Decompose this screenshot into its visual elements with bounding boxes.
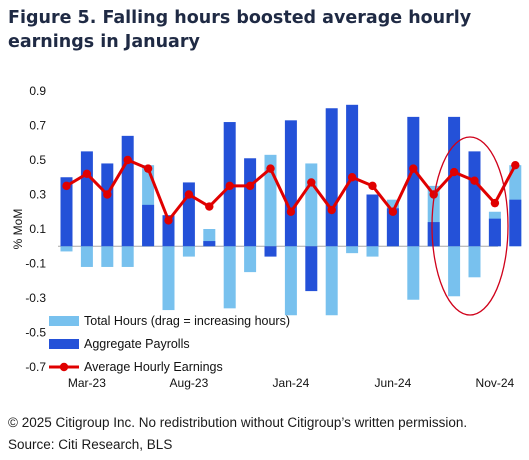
aggregate-payrolls-bars — [60, 104, 522, 292]
aggregate-payrolls-bar — [386, 208, 399, 247]
average-hourly-earnings-point — [368, 181, 377, 191]
legend-label-average-hourly-earnings: Average Hourly Earnings — [84, 360, 223, 374]
average-hourly-earnings-point — [184, 190, 194, 199]
legend-label-total-hours: Total Hours (drag = increasing hours) — [84, 314, 290, 328]
x-tick-label: Mar-23 — [68, 376, 106, 390]
average-hourly-earnings-point — [266, 164, 275, 173]
highlight-group — [431, 136, 509, 316]
aggregate-payrolls-bar — [60, 177, 73, 247]
total-hours-bar — [468, 246, 481, 278]
average-hourly-earnings-point — [388, 207, 398, 216]
average-hourly-earnings-point — [347, 173, 357, 182]
legend: Total Hours (drag = increasing hours) Agg… — [49, 314, 290, 374]
average-hourly-earnings-point — [143, 164, 153, 173]
total-hours-bar — [60, 246, 73, 252]
legend-swatch-aggregate-payrolls — [49, 339, 79, 349]
average-hourly-earnings-point — [409, 164, 418, 173]
y-axis: -0.7 -0.5 -0.3 -0.1 0.1 0.3 0.5 0.7 0.9 — [25, 84, 46, 374]
average-hourly-earnings-point — [123, 155, 132, 165]
legend-swatch-total-hours — [49, 316, 79, 326]
aggregate-payrolls-bar — [468, 151, 481, 247]
aggregate-payrolls-bar — [244, 158, 257, 247]
average-hourly-earnings-point — [103, 190, 112, 199]
highlight-ellipse — [431, 136, 509, 316]
aggregate-payrolls-bar — [101, 163, 114, 247]
average-hourly-earnings-point — [62, 181, 71, 191]
aggregate-payrolls-bar — [448, 116, 461, 247]
aggregate-payrolls-bar — [264, 246, 277, 257]
chart-title: Figure 5. Falling hours boosted average … — [8, 8, 472, 52]
chart: -0.7 -0.5 -0.3 -0.1 0.1 0.3 0.5 0.7 0.9 % MoM Ma… — [11, 84, 522, 390]
total-hours-bar — [223, 246, 236, 309]
average-hourly-earnings-point — [225, 181, 234, 191]
total-hours-bar — [162, 246, 175, 311]
average-hourly-earnings-point — [511, 160, 520, 170]
y-tick-label: -0.1 — [25, 257, 46, 271]
average-hourly-earnings-point — [449, 167, 459, 177]
x-tick-label: Nov-24 — [476, 376, 515, 390]
aggregate-payrolls-bar — [509, 199, 522, 247]
y-tick-label: 0.1 — [29, 222, 46, 236]
legend-label-aggregate-payrolls: Aggregate Payrolls — [84, 337, 190, 351]
copyright-note: © 2025 Citigroup Inc. No redistribution … — [8, 415, 468, 430]
total-hours-bar — [80, 246, 93, 267]
total-hours-bar — [284, 246, 297, 316]
total-hours-bar — [244, 246, 257, 273]
average-hourly-earnings-point — [490, 198, 500, 208]
aggregate-payrolls-bar — [142, 204, 155, 247]
aggregate-payrolls-bar — [366, 194, 379, 247]
y-tick-label: 0.9 — [29, 84, 46, 98]
legend-marker-average-hourly-earnings — [59, 362, 69, 372]
average-hourly-earnings-series — [62, 155, 520, 225]
y-tick-label: -0.5 — [25, 326, 46, 340]
total-hours-bar — [325, 246, 338, 316]
y-axis-label: % MoM — [11, 209, 25, 250]
aggregate-payrolls-bar — [80, 151, 93, 247]
average-hourly-earnings-point — [245, 181, 255, 191]
average-hourly-earnings-point — [82, 169, 92, 178]
aggregate-payrolls-bar — [121, 135, 134, 247]
y-tick-label: 0.3 — [29, 188, 46, 202]
average-hourly-earnings-point — [286, 207, 296, 216]
total-hours-bar — [121, 246, 134, 267]
total-hours-bar — [101, 246, 114, 267]
aggregate-payrolls-bar — [488, 218, 501, 247]
aggregate-payrolls-bar — [407, 116, 420, 247]
y-tick-label: 0.7 — [29, 119, 46, 133]
aggregate-payrolls-bar — [427, 222, 440, 247]
y-tick-label: -0.3 — [25, 291, 46, 305]
average-hourly-earnings-point — [470, 176, 479, 185]
aggregate-payrolls-bar — [325, 108, 338, 247]
y-tick-label: -0.7 — [25, 360, 46, 374]
average-hourly-earnings-point — [205, 202, 214, 211]
x-tick-label: Jan-24 — [273, 376, 310, 390]
average-hourly-earnings-point — [164, 216, 173, 225]
x-tick-label: Jun-24 — [375, 376, 412, 390]
x-tick-label: Aug-23 — [170, 376, 209, 390]
total-hours-bar — [305, 163, 318, 247]
aggregate-payrolls-bar — [203, 241, 216, 247]
y-tick-label: 0.5 — [29, 153, 46, 167]
aggregate-payrolls-bar — [305, 246, 318, 292]
total-hours-bar — [448, 246, 461, 297]
total-hours-bar — [346, 246, 359, 254]
total-hours-bar — [366, 246, 379, 257]
average-hourly-earnings-point — [327, 205, 336, 215]
average-hourly-earnings-point — [307, 178, 316, 187]
y-axis-label-group: % MoM — [11, 209, 25, 250]
total-hours-bar — [407, 246, 420, 300]
aggregate-payrolls-bar — [284, 120, 297, 247]
total-hours-bar — [182, 246, 195, 257]
x-axis: Mar-23 Aug-23 Jan-24 Jun-24 Nov-24 — [68, 376, 515, 390]
source-note: Source: Citi Research, BLS — [8, 437, 173, 452]
